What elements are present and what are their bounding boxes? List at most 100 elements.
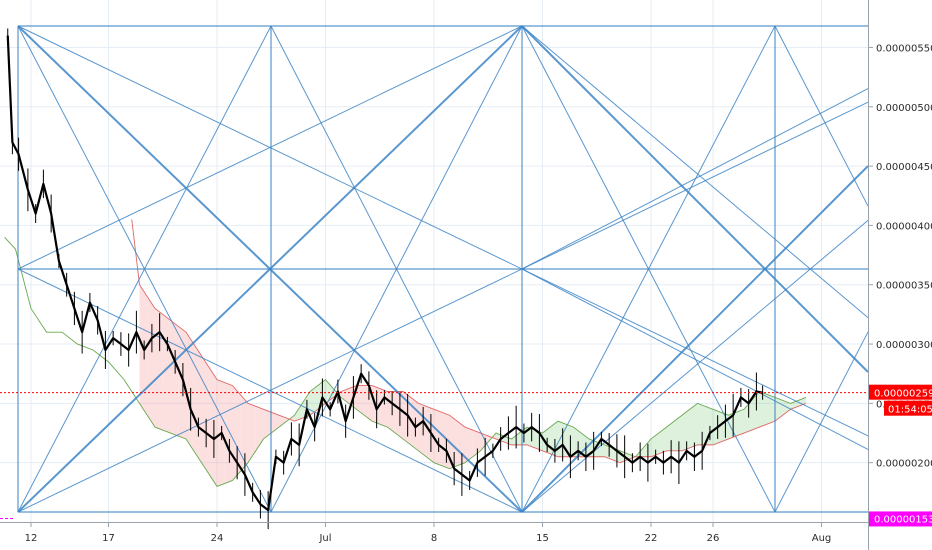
cloud-segment bbox=[658, 427, 667, 454]
cloud-segment bbox=[744, 400, 752, 434]
x-tick-label: 26 bbox=[707, 533, 720, 544]
cloud-segment bbox=[565, 424, 574, 457]
cloud-segment bbox=[697, 403, 706, 445]
gann-fan-13 bbox=[521, 25, 869, 318]
x-tick-label: 8 bbox=[431, 533, 437, 544]
cloud-segment bbox=[558, 421, 566, 457]
cloud-segment bbox=[465, 427, 473, 463]
gann-fan-2 bbox=[17, 25, 272, 513]
cloud-segment bbox=[294, 403, 303, 422]
x-tick-label: 15 bbox=[536, 533, 549, 544]
gann-fan-12 bbox=[17, 268, 523, 513]
x-tick-label: 17 bbox=[102, 533, 115, 544]
cloud-segment bbox=[728, 412, 737, 439]
cloud-segment bbox=[178, 326, 186, 439]
cloud-segment bbox=[310, 385, 318, 416]
y-axis: 0.00000550 0.00000500 0.00000450 0.00000400… bbox=[868, 0, 932, 550]
cloud-segment bbox=[503, 435, 512, 445]
x-tick-label: Aug bbox=[812, 533, 832, 544]
cloud-segment bbox=[271, 412, 279, 434]
cloud-segment bbox=[666, 421, 675, 451]
cloud-segment bbox=[651, 433, 659, 457]
cloud-segment bbox=[418, 403, 427, 457]
cloud-segment bbox=[511, 433, 520, 445]
gann-fan-14 bbox=[521, 220, 869, 513]
low-marker-label: 0.00000153 bbox=[874, 514, 932, 525]
cloud-segment bbox=[155, 308, 163, 431]
cloud-segment bbox=[736, 409, 744, 436]
y-tick-label: 0.00000550 bbox=[876, 43, 932, 54]
cloud-segment bbox=[751, 391, 760, 431]
x-tick-label: 24 bbox=[211, 533, 224, 544]
y-tick-label: 0.00000450 bbox=[876, 162, 932, 173]
cloud-segment bbox=[224, 382, 233, 484]
price-tags: 0.00000259 01:54:05 0.00000153 bbox=[0, 384, 932, 527]
y-tick-label: 0.00000500 bbox=[876, 103, 932, 114]
cloud-segment bbox=[782, 400, 791, 416]
gann-fan-16 bbox=[521, 268, 869, 450]
gann-fan-8 bbox=[774, 331, 869, 513]
cloud-segment bbox=[279, 415, 287, 428]
cloud-segment bbox=[162, 314, 171, 434]
cloud-segment bbox=[147, 296, 155, 428]
cloud-segment bbox=[682, 409, 690, 451]
cloud-segment bbox=[767, 394, 775, 425]
cloud-segment bbox=[201, 355, 210, 475]
cloud-segment bbox=[325, 379, 334, 404]
cloud-segment bbox=[186, 332, 194, 451]
cloud-segment bbox=[240, 394, 248, 472]
cloud-segment bbox=[364, 385, 372, 422]
cloud-segment bbox=[457, 421, 465, 466]
gann-diag-main-3 bbox=[521, 25, 869, 373]
y-tick-label: 0.00000300 bbox=[876, 340, 932, 351]
cloud-segment bbox=[705, 406, 713, 445]
countdown-label: 01:54:05 bbox=[888, 405, 932, 416]
countdown-tag bbox=[884, 400, 932, 416]
cloud-segment bbox=[720, 412, 729, 442]
cloud-segment bbox=[596, 441, 605, 457]
cloud-segment bbox=[255, 406, 264, 451]
cloud-segment bbox=[209, 367, 217, 487]
cloud-segment bbox=[263, 409, 272, 439]
gann-fan-9 bbox=[17, 25, 869, 437]
gann-fan-4 bbox=[270, 25, 523, 513]
cloud-segment bbox=[403, 391, 411, 445]
cloud-line-red bbox=[131, 219, 807, 464]
cloud-line-green bbox=[4, 236, 807, 487]
cloud-segment bbox=[527, 427, 535, 448]
gann-diag-main-2 bbox=[17, 25, 523, 513]
cloud-segment bbox=[643, 438, 651, 457]
y-tick-label: 0.00000400 bbox=[876, 221, 932, 232]
price-series bbox=[6, 28, 764, 530]
x-axis: 12 17 24 Jul 8 15 22 26 Aug bbox=[0, 522, 868, 544]
cloud-segment bbox=[604, 444, 613, 460]
cloud-segment bbox=[798, 397, 806, 407]
cloud-segment bbox=[379, 388, 388, 428]
cloud-segment bbox=[193, 344, 202, 463]
cloud-segment bbox=[573, 427, 582, 457]
cloud-segment bbox=[689, 403, 698, 448]
x-tick-label: Jul bbox=[318, 533, 331, 544]
gann-fan-6 bbox=[521, 25, 776, 513]
gann-fan-10 bbox=[17, 101, 869, 513]
y-tick-label: 0.00000200 bbox=[876, 459, 932, 470]
cloud-segment bbox=[775, 397, 783, 422]
cloud-segment bbox=[248, 403, 256, 463]
gann-fan-11 bbox=[17, 25, 523, 270]
gann-fan-drawing bbox=[17, 25, 869, 513]
cloud-segment bbox=[356, 385, 365, 416]
cloud-segment bbox=[759, 391, 768, 428]
grid-lines bbox=[0, 0, 868, 522]
cloud-segment bbox=[674, 415, 682, 451]
cloud-segment bbox=[480, 433, 489, 451]
gann-fan-15 bbox=[521, 88, 869, 270]
cloud-segment bbox=[341, 388, 349, 404]
x-tick-label: 22 bbox=[645, 533, 658, 544]
cloud-segment bbox=[627, 453, 636, 460]
gann-diag-main-4 bbox=[521, 165, 869, 513]
cloud-segment bbox=[434, 409, 442, 466]
last-price-label: 0.00000259 bbox=[874, 389, 932, 400]
cloud-segment bbox=[472, 430, 481, 457]
low-marker-tag bbox=[869, 511, 932, 527]
